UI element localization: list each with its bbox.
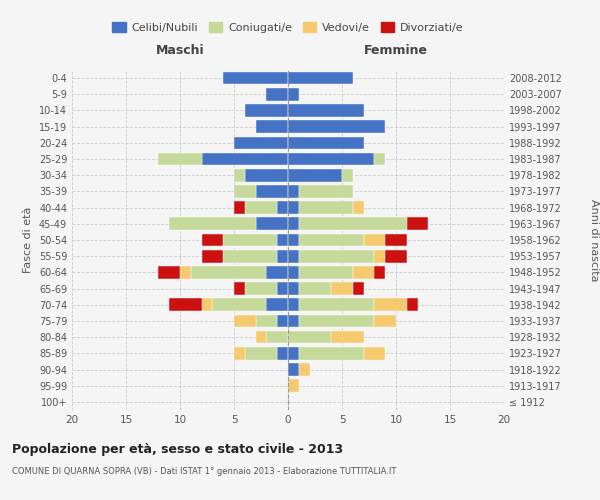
Bar: [234, 282, 245, 295]
Bar: [158, 266, 180, 278]
Bar: [180, 266, 191, 278]
Bar: [169, 298, 202, 311]
Bar: [202, 298, 212, 311]
Bar: [288, 218, 299, 230]
Bar: [299, 363, 310, 376]
Bar: [256, 185, 288, 198]
Bar: [266, 298, 288, 311]
Bar: [288, 202, 299, 214]
Bar: [374, 314, 396, 328]
Bar: [288, 88, 299, 101]
Bar: [245, 104, 288, 117]
Bar: [299, 266, 353, 278]
Bar: [223, 72, 288, 85]
Bar: [407, 218, 428, 230]
Bar: [299, 185, 353, 198]
Bar: [288, 152, 374, 166]
Bar: [299, 314, 374, 328]
Bar: [158, 152, 202, 166]
Bar: [266, 88, 288, 101]
Bar: [299, 250, 374, 262]
Bar: [288, 331, 331, 344]
Bar: [245, 202, 277, 214]
Bar: [288, 347, 299, 360]
Bar: [288, 250, 299, 262]
Text: Anni di nascita: Anni di nascita: [589, 198, 599, 281]
Bar: [288, 136, 364, 149]
Bar: [277, 282, 288, 295]
Bar: [234, 314, 256, 328]
Bar: [234, 136, 288, 149]
Bar: [234, 202, 245, 214]
Bar: [234, 185, 256, 198]
Bar: [364, 347, 385, 360]
Bar: [245, 347, 277, 360]
Bar: [288, 363, 299, 376]
Bar: [385, 250, 407, 262]
Text: COMUNE DI QUARNA SOPRA (VB) - Dati ISTAT 1° gennaio 2013 - Elaborazione TUTTITAL: COMUNE DI QUARNA SOPRA (VB) - Dati ISTAT…: [12, 468, 397, 476]
Bar: [256, 120, 288, 133]
Bar: [245, 282, 277, 295]
Bar: [288, 169, 342, 181]
Bar: [277, 347, 288, 360]
Bar: [202, 234, 223, 246]
Bar: [299, 234, 364, 246]
Bar: [169, 218, 256, 230]
Bar: [299, 347, 364, 360]
Bar: [234, 347, 245, 360]
Bar: [277, 234, 288, 246]
Bar: [288, 282, 299, 295]
Bar: [223, 234, 277, 246]
Bar: [364, 234, 385, 246]
Bar: [256, 331, 266, 344]
Bar: [331, 282, 353, 295]
Bar: [277, 250, 288, 262]
Bar: [266, 266, 288, 278]
Bar: [245, 169, 288, 181]
Bar: [342, 169, 353, 181]
Bar: [256, 218, 288, 230]
Bar: [277, 314, 288, 328]
Bar: [374, 250, 385, 262]
Bar: [353, 282, 364, 295]
Bar: [191, 266, 266, 278]
Text: Maschi: Maschi: [155, 44, 205, 57]
Bar: [288, 72, 353, 85]
Bar: [353, 202, 364, 214]
Bar: [234, 169, 245, 181]
Bar: [353, 266, 374, 278]
Bar: [277, 202, 288, 214]
Bar: [299, 218, 407, 230]
Bar: [288, 234, 299, 246]
Bar: [288, 266, 299, 278]
Bar: [202, 152, 288, 166]
Bar: [288, 380, 299, 392]
Bar: [288, 104, 364, 117]
Bar: [374, 152, 385, 166]
Text: Popolazione per età, sesso e stato civile - 2013: Popolazione per età, sesso e stato civil…: [12, 442, 343, 456]
Text: Femmine: Femmine: [364, 44, 428, 57]
Bar: [202, 250, 223, 262]
Bar: [212, 298, 266, 311]
Bar: [288, 298, 299, 311]
Bar: [223, 250, 277, 262]
Bar: [374, 298, 407, 311]
Bar: [266, 331, 288, 344]
Y-axis label: Fasce di età: Fasce di età: [23, 207, 33, 273]
Bar: [288, 314, 299, 328]
Bar: [299, 282, 331, 295]
Bar: [256, 314, 277, 328]
Legend: Celibi/Nubili, Coniugati/e, Vedovi/e, Divorziati/e: Celibi/Nubili, Coniugati/e, Vedovi/e, Di…: [108, 18, 468, 38]
Bar: [385, 234, 407, 246]
Bar: [299, 298, 374, 311]
Bar: [374, 266, 385, 278]
Bar: [288, 120, 385, 133]
Bar: [299, 202, 353, 214]
Bar: [407, 298, 418, 311]
Bar: [288, 185, 299, 198]
Bar: [331, 331, 364, 344]
